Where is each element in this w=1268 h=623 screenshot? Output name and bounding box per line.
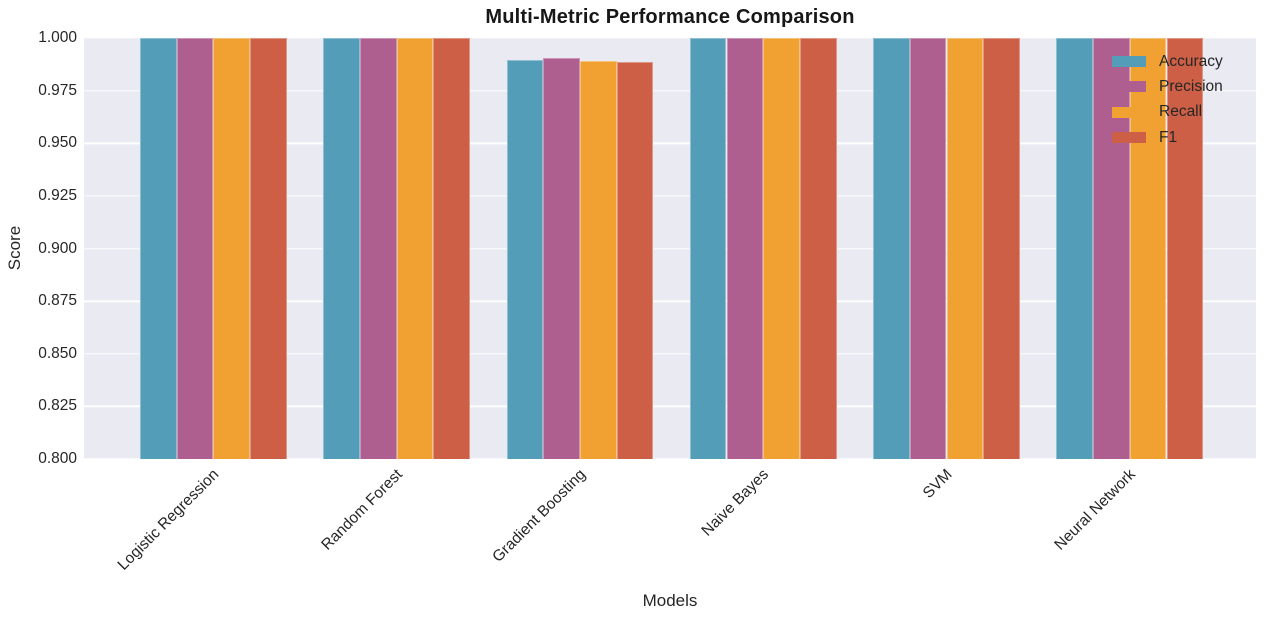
y-tick-label: 1.000	[38, 29, 77, 46]
legend-swatch	[1112, 132, 1146, 144]
bar-precision-3	[726, 38, 764, 459]
bar-f1-1	[433, 38, 470, 459]
bar-recall-4	[946, 38, 984, 459]
bar-f1-5	[1166, 38, 1204, 459]
y-tick-label: 0.975	[38, 81, 77, 99]
x-tick-label: Neural Network	[1051, 466, 1139, 554]
y-tick-label: 0.925	[38, 186, 77, 204]
chart-title: Multi-Metric Performance Comparison	[485, 6, 855, 28]
bar-recall-3	[763, 38, 800, 459]
gridline	[84, 89, 1256, 92]
legend-item-precision: Precision	[1112, 74, 1223, 99]
bar-precision-1	[359, 38, 397, 459]
gridline	[84, 353, 1256, 355]
legend-item-recall: Recall	[1112, 100, 1223, 125]
y-tick-label: 0.825	[38, 397, 77, 415]
legend-item-f1: F1	[1112, 125, 1223, 150]
bar-accuracy-4	[873, 38, 910, 459]
x-tick-label: Gradient Boosting	[489, 466, 589, 566]
bar-recall-2	[579, 61, 617, 459]
gridline	[84, 247, 1256, 250]
bar-recall-0	[213, 38, 250, 459]
x-tick-label: Naive Bayes	[698, 466, 773, 540]
y-tick-label: 0.800	[38, 450, 77, 467]
gridline	[84, 195, 1256, 197]
legend-label: Accuracy	[1159, 52, 1223, 70]
legend-label: Precision	[1159, 77, 1223, 95]
bar-f1-4	[983, 38, 1020, 459]
gridline	[84, 405, 1256, 408]
legend-label: Recall	[1159, 103, 1203, 121]
x-tick-label: Logistic Regression	[114, 466, 223, 574]
bar-precision-0	[176, 38, 214, 459]
bar-accuracy-1	[323, 38, 360, 459]
bar-accuracy-2	[506, 60, 544, 459]
x-tick-label: Random Forest	[318, 466, 406, 554]
bar-precision-4	[909, 38, 947, 459]
legend-swatch	[1112, 81, 1146, 93]
gridline	[84, 300, 1256, 302]
y-tick-label: 0.950	[38, 134, 77, 152]
gridline	[84, 142, 1256, 144]
gridline	[84, 37, 1256, 39]
bar-accuracy-5	[1056, 38, 1094, 459]
bar-recall-1	[396, 38, 434, 459]
bar-f1-0	[250, 38, 287, 459]
bar-f1-3	[799, 38, 837, 459]
y-tick-label: 0.875	[38, 292, 77, 310]
bar-accuracy-0	[139, 38, 177, 459]
y-axis-title: Score	[5, 225, 24, 271]
y-tick-label: 0.900	[38, 239, 77, 257]
plot-area	[84, 37, 1256, 460]
legend-swatch	[1112, 56, 1146, 68]
x-tick-label: SVM	[919, 466, 956, 502]
y-tick-label: 0.850	[38, 344, 77, 362]
x-axis-title: Models	[642, 591, 698, 610]
legend-item-accuracy: Accuracy	[1112, 49, 1223, 74]
legend: Accuracy Precision Recall F1	[1112, 49, 1223, 150]
legend-label: F1	[1159, 128, 1178, 146]
bar-precision-2	[543, 58, 580, 459]
bar-accuracy-3	[689, 38, 727, 459]
legend-swatch	[1112, 106, 1146, 118]
bar-f1-2	[616, 61, 654, 459]
gridline	[84, 458, 1256, 460]
